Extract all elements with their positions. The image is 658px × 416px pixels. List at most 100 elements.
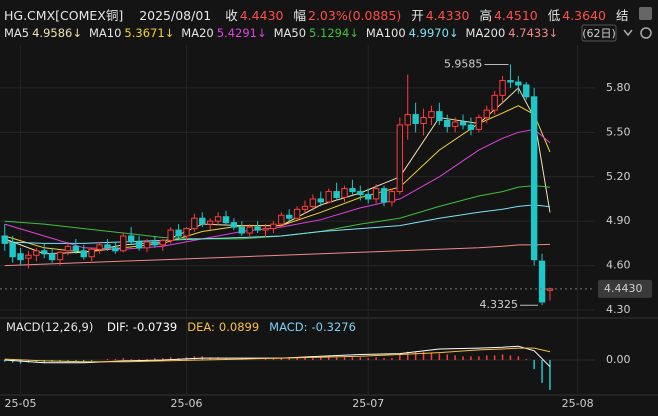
x-tick-label: 25-06 [170,397,202,410]
quote-label: 幅 [293,8,306,23]
candle-body [159,239,166,246]
quote-header: HG.CMX[COMEX铜] 2025/08/01 收 4.4430 幅 2.03%(… [4,5,631,24]
macd-value: -0.3276 [311,320,356,334]
candle-body [1,235,8,244]
y-tick-label: 5.20 [606,170,631,183]
candle-body [254,226,261,231]
candle-body [175,229,182,237]
ma-name: MA5 [4,26,30,40]
quote-value: 2.03%(0.0885) [308,8,402,23]
candle-body [309,198,317,207]
macd-name: DIF: [107,320,129,334]
quote-label: 低 [547,8,561,23]
candle-body [459,121,467,126]
quote-label: 结 [616,8,629,23]
candle-body [167,229,174,241]
ma-line [4,185,551,240]
candle-body [104,244,111,249]
candle-body [388,191,396,203]
candle-body [333,191,340,198]
candle-body [286,214,293,219]
candle-body [9,242,16,258]
candle-body [191,217,198,230]
last-price-box [598,279,652,298]
y-tick-label: 4.60 [606,259,631,272]
candle-body [270,223,277,230]
quote-value: 4.4430 [239,8,284,23]
candle-body [420,117,427,124]
candle-body [301,205,309,210]
candle-body [48,253,56,261]
macd-value: -0.0739 [132,320,178,334]
candle-body [262,228,269,231]
candle-body [88,248,95,258]
settings-icon[interactable] [640,27,652,39]
ma-legend: MA5 4.9586↓ MA10 5.3671↓ MA20 5.4291↓ MA50 5.12… [4,26,565,40]
period-box[interactable] [581,24,617,42]
quote-value: 4.3640 [562,8,606,23]
candle-body [428,111,435,119]
dropdown-icon[interactable] [623,29,633,37]
y-tick-label: 0.00 [606,353,631,366]
ma-name: MA10 [88,26,122,40]
x-tick-label: 25-07 [352,397,384,410]
macd-name: DEA: [187,320,215,334]
y-tick-label: 5.50 [606,125,631,138]
last-price-label: 4.4430 [604,282,643,295]
candle-body [325,191,332,203]
candle-body [365,194,372,200]
candle-body [317,198,325,203]
candle-body [412,114,419,124]
candle-body [436,111,443,122]
candle-body [444,120,451,127]
candle-body [372,188,380,200]
candle-body [206,220,214,225]
candle-body [183,228,190,237]
candle-body [151,241,159,246]
ma-value: 5.3671↓ [124,26,175,40]
candle-body [278,214,285,225]
period-label[interactable]: (62日) [582,27,616,40]
x-tick-label: 25-08 [562,397,594,410]
candle-body [214,216,222,222]
candle-body [25,254,32,259]
candle-body [396,124,404,193]
candle-body [507,80,514,83]
ma-line [4,204,551,244]
ma-value: 4.9586↓ [32,26,82,40]
quote-value: 4.4330 [425,8,470,23]
candle-body [120,235,127,252]
candle-body [17,253,24,261]
candle-body [56,251,64,261]
ma-line [4,243,551,267]
ma-name: MA100 [365,26,406,40]
candle-body [499,80,506,96]
candle-body [530,96,538,261]
symbol: HG.CMX[COMEX铜] [4,8,124,23]
candle-body [238,226,245,234]
candle-body [380,188,388,203]
ma-value: 4.7433↓ [508,26,559,40]
max-label: 5.9585 [444,57,483,70]
quote-label: 高 [479,8,492,23]
y-tick-label: 4.90 [606,214,631,227]
ma-value: 5.1294↓ [309,26,359,40]
candle-body [112,247,119,252]
candle-body [222,216,230,224]
candle-body [230,222,238,228]
candle-body [199,217,206,225]
candle-body [293,208,301,219]
ma-value: 4.9970↓ [408,26,459,40]
candle-body [80,250,87,258]
macd-line [4,345,551,368]
macd-legend: MACD(12,26,9) DIF: -0.0739 DEA: 0.0899 MACD:… [4,320,360,334]
candle-body [341,188,348,198]
y-tick-label: 5.80 [606,81,631,94]
min-label: 4.3325 [480,298,519,311]
candle-body [127,235,135,243]
y-tick-label: 4.30 [606,303,631,316]
macd-name: MACD: [269,320,308,334]
ma-name: MA50 [273,26,307,40]
wp-icon[interactable] [639,7,652,20]
